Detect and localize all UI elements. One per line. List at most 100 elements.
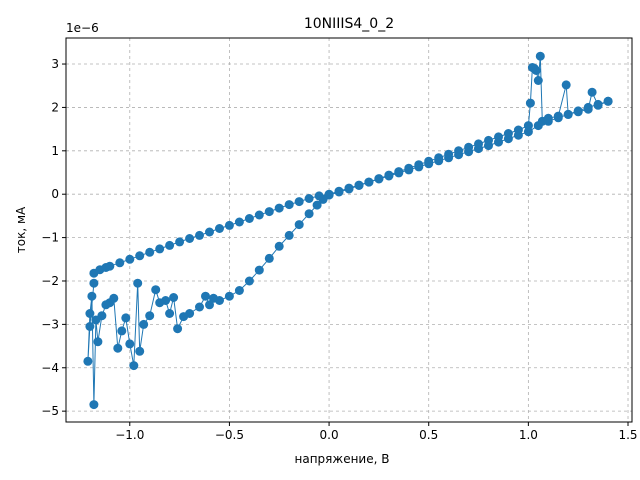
data-point [129,361,139,371]
x-tick-label: 1.0 [519,428,538,442]
data-point [113,343,123,353]
data-point [133,278,143,288]
data-point [503,129,513,138]
data-point [535,51,545,61]
data-point [101,300,111,310]
data-point [145,311,155,321]
y-tick-label: 0 [51,187,59,201]
data-point [165,240,175,250]
data-point [444,149,454,159]
data-point [85,322,95,331]
y-axis-label: ток, мА [14,206,28,253]
data-point [414,160,424,170]
data-point [175,237,185,247]
y-axis-offset-text: 1e−6 [66,21,99,35]
data-point [165,309,175,318]
data-point [151,285,161,295]
y-tick-label: −2 [41,274,59,288]
data-point [354,181,364,190]
data-point [169,293,179,302]
data-point [179,312,189,322]
data-point [264,207,274,217]
data-point [533,76,543,85]
data-point [105,261,115,271]
data-point [587,87,597,97]
data-point [115,258,125,268]
data-point [494,132,503,142]
data-point [527,63,537,72]
data-point [244,214,254,223]
data-point [254,265,264,275]
data-point [121,313,131,323]
data-point [312,200,322,210]
data-point [185,234,195,243]
data-point [344,184,354,194]
data-point [424,156,434,166]
data-point [89,278,99,288]
data-point [205,300,214,310]
data-point [224,220,234,230]
data-point [284,200,294,210]
data-point [484,135,493,145]
data-point [474,139,483,149]
data-point [201,291,210,301]
data-point [434,153,444,163]
data-point [593,100,603,110]
data-point [525,98,535,108]
data-point [294,220,304,230]
y-tick-label: 2 [51,100,59,114]
x-tick-label: 1.5 [618,428,637,442]
data-point [87,291,97,301]
data-point [537,116,547,126]
data-point [264,253,274,263]
y-axis-ticks: −5 −4 −3 −2 −1 0 1 2 3 [41,57,66,418]
data-point [334,187,344,197]
data-point [384,170,394,180]
data-point [145,247,155,257]
series-layer [83,51,613,410]
data-point [93,337,103,347]
data-point [234,286,244,295]
x-tick-label: −1.0 [115,428,144,442]
x-tick-label: 0.0 [320,428,339,442]
y-tick-label: −3 [41,317,59,331]
data-point [254,210,264,220]
plot-frame [65,37,633,423]
data-point [513,125,523,135]
data-point [603,96,613,106]
data-point [404,163,414,173]
data-point [125,339,135,349]
data-point [294,197,304,207]
data-point [209,293,218,303]
data-point [83,356,93,366]
data-point [89,400,99,410]
data-point [195,302,204,312]
data-point [374,174,384,184]
data-point [85,309,95,318]
data-point [135,251,145,261]
data-point [523,121,533,131]
data-point [224,291,234,301]
data-point [563,109,573,119]
data-point [205,227,214,237]
data-point [135,346,145,356]
data-point [244,276,254,286]
data-point [173,324,183,334]
data-point [215,224,224,233]
data-point [464,142,474,152]
data-point [553,111,563,121]
grid [66,38,632,422]
x-tick-label: −0.5 [215,428,244,442]
data-point [394,167,404,177]
data-point [454,146,464,156]
data-point [304,194,314,203]
data-point [155,244,165,254]
data-point [274,203,284,213]
chart-title: 10NIIIS4_0_2 [304,16,394,32]
data-point [274,241,284,251]
data-point [284,230,294,240]
data-point [155,298,165,308]
data-point [139,319,149,329]
x-axis-ticks: −1.0 −0.5 0.0 0.5 1.0 1.5 [115,422,638,442]
